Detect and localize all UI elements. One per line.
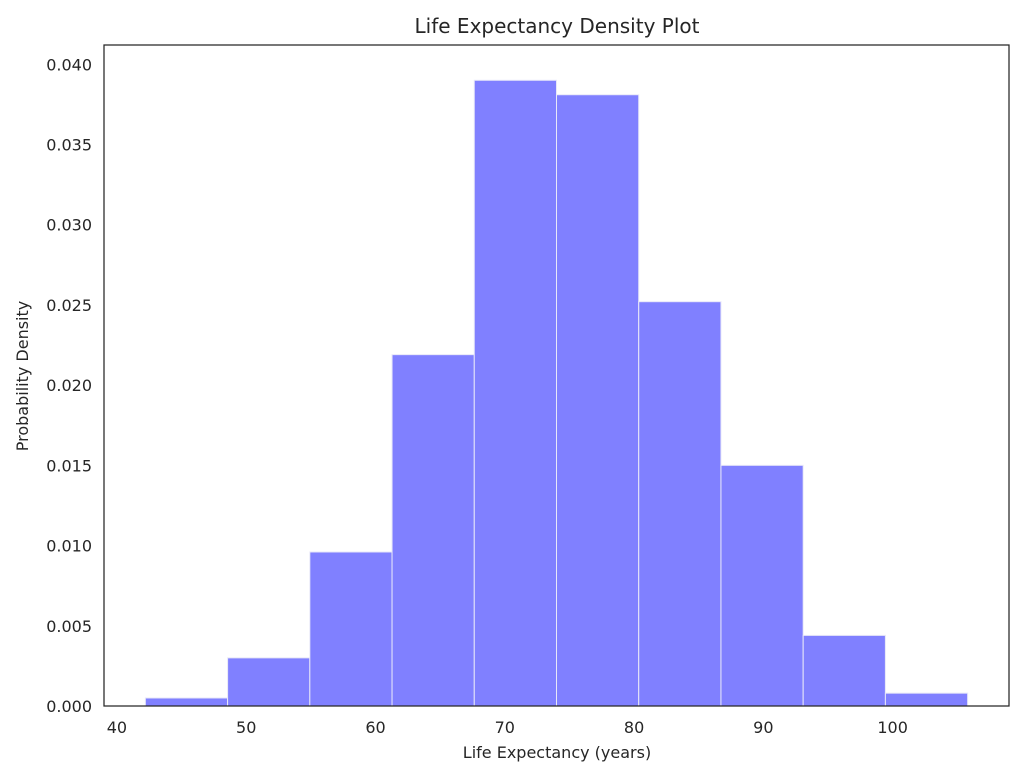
y-tick-label: 0.000 [46,697,92,716]
y-tick-labels: 0.000 0.005 0.010 0.015 0.020 0.025 0.030 0.035… [46,55,92,716]
x-tick-label: 40 [107,718,127,737]
histogram-bar [638,301,722,707]
x-tick-labels: 40 50 60 70 80 90 100 [107,718,908,737]
histogram-bar [720,464,804,707]
x-tick-label: 100 [877,718,908,737]
y-tick-label: 0.005 [46,617,92,636]
histogram-bar [227,657,311,707]
y-tick-label: 0.025 [46,296,92,315]
histogram-bar [473,79,558,707]
histogram-bar [802,634,886,707]
y-axis-label: Probability Density [13,301,32,452]
y-tick-label: 0.040 [46,55,92,74]
histogram-bar [144,697,229,707]
x-tick-label: 50 [236,718,256,737]
histogram-bar [309,551,393,707]
y-tick-label: 0.030 [46,216,92,235]
histogram-bar [391,354,475,707]
plot-frame [103,44,1010,707]
y-tick-label: 0.020 [46,376,92,395]
chart-title: Life Expectancy Density Plot [415,14,700,38]
x-tick-label: 90 [753,718,773,737]
y-tick-label: 0.035 [46,135,92,154]
y-tick-label: 0.010 [46,537,92,556]
x-tick-label: 60 [365,718,385,737]
bars-layer [144,79,969,707]
x-axis-label: Life Expectancy (years) [463,743,651,762]
histogram-bar [556,94,640,707]
y-tick-label: 0.015 [46,456,92,475]
x-tick-label: 80 [624,718,644,737]
x-tick-label: 70 [495,718,515,737]
histogram-bar [884,692,969,707]
